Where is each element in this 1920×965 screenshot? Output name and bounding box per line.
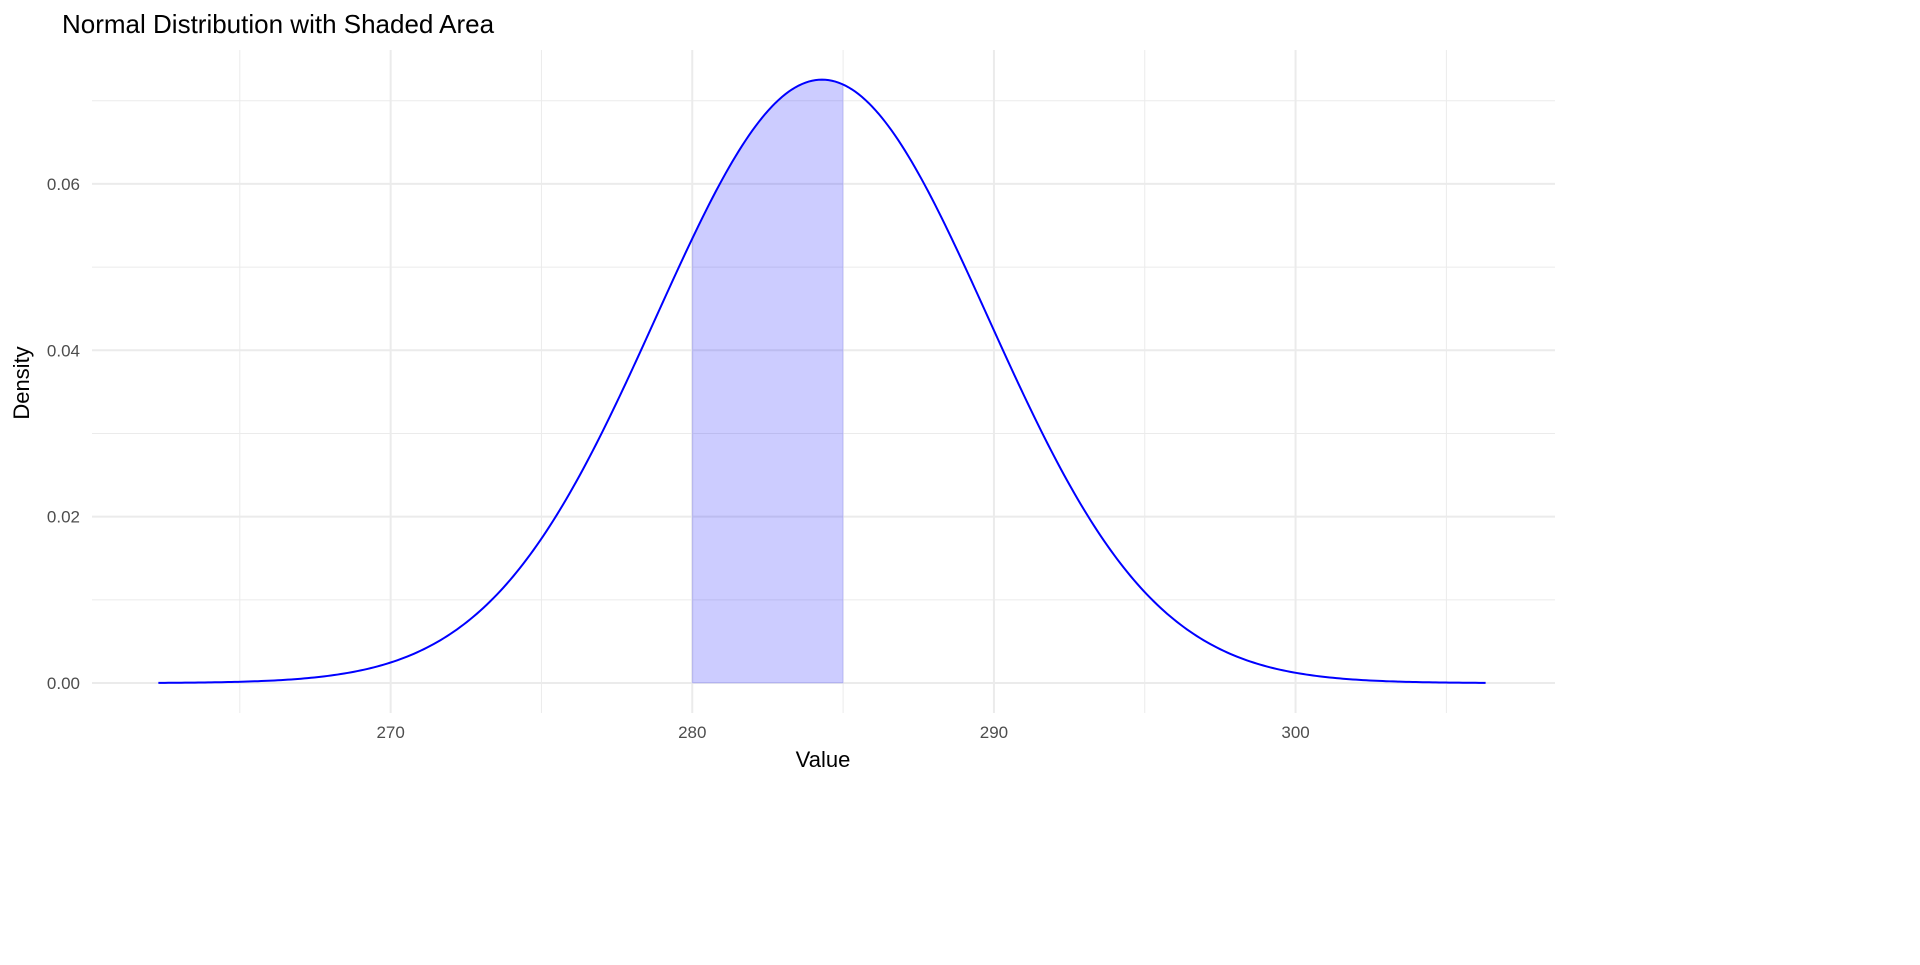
chart-title: Normal Distribution with Shaded Area xyxy=(62,9,495,39)
y-tick-label: 0.06 xyxy=(47,175,80,194)
x-tick-label: 300 xyxy=(1281,723,1309,742)
x-tick-label: 270 xyxy=(376,723,404,742)
grid xyxy=(92,50,1555,713)
shaded-area xyxy=(691,79,844,684)
ticks: 270 280 290 300 0.00 0.02 0.04 0.06 xyxy=(47,175,1310,742)
density-curve xyxy=(158,78,1486,684)
y-tick-label: 0.00 xyxy=(47,674,80,693)
x-tick-label: 290 xyxy=(980,723,1008,742)
y-tick-label: 0.02 xyxy=(47,508,80,527)
y-tick-label: 0.04 xyxy=(47,341,80,360)
x-axis-label: Value xyxy=(796,747,851,772)
x-tick-label: 280 xyxy=(678,723,706,742)
marks xyxy=(158,78,1486,684)
y-axis-label: Density xyxy=(9,346,34,419)
